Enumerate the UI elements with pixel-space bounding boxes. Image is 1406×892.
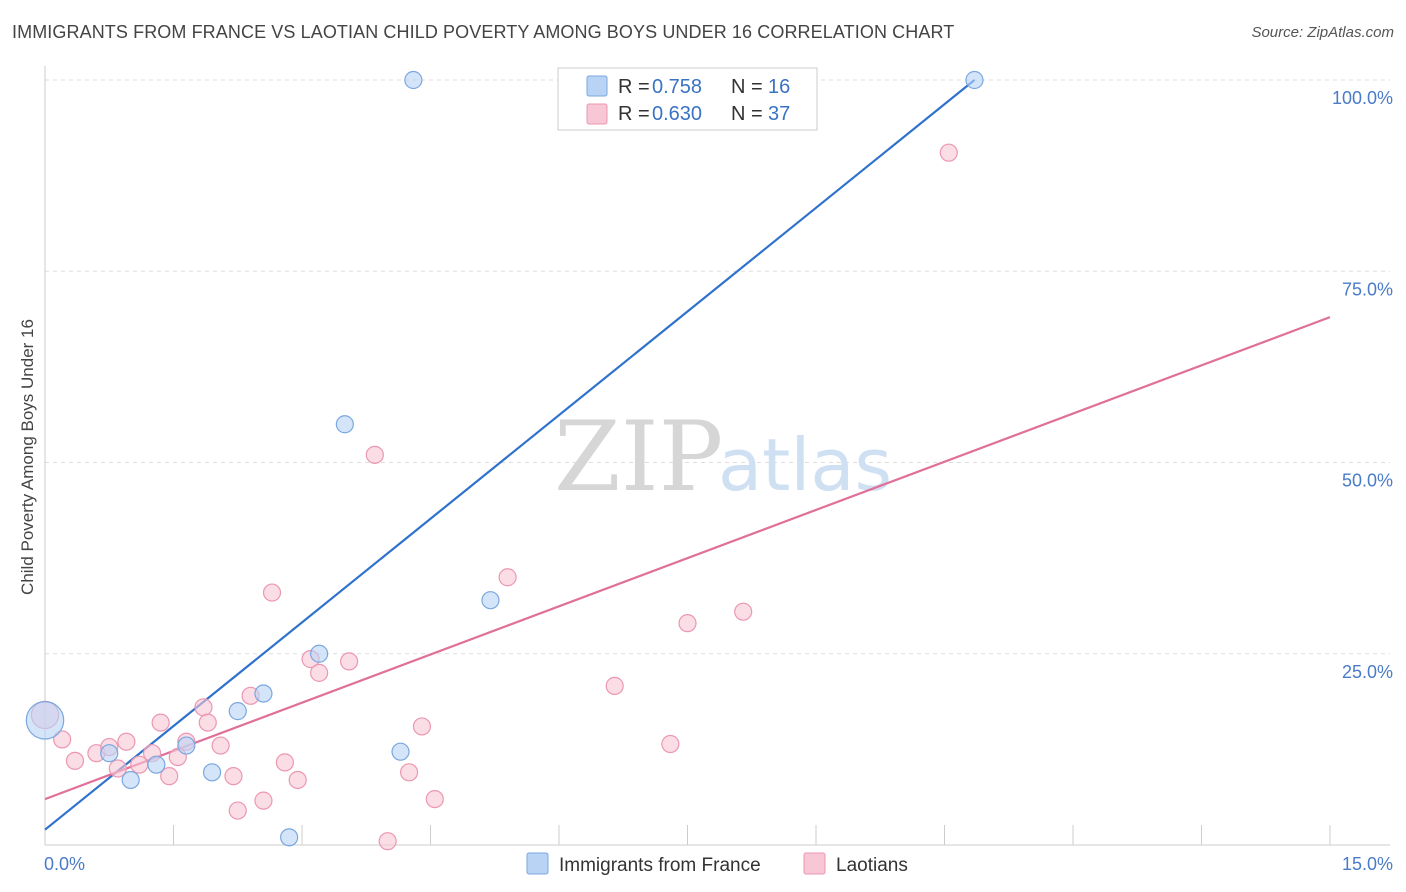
point-pink-26	[365, 445, 384, 464]
series-label-france: Immigrants from France	[559, 855, 761, 876]
point-pink-35	[734, 602, 753, 621]
point-blue-12	[404, 70, 423, 90]
legend-swatch-blue	[586, 75, 608, 97]
grid	[45, 79, 1390, 655]
point-pink-14	[198, 713, 217, 732]
point-pink-34	[678, 614, 697, 633]
point-pink-5	[108, 759, 127, 778]
y-tick-label-2: 75.0%	[1342, 279, 1393, 299]
point-pink-21	[275, 753, 294, 772]
point-blue-10	[335, 415, 354, 434]
point-blue-1	[100, 744, 119, 763]
legend-n-value-pink: 37	[768, 103, 790, 125]
point-pink-16	[224, 767, 243, 786]
point-pink-9	[151, 713, 170, 732]
point-blue-14	[965, 70, 984, 90]
x-tick-label-0: 0.0%	[44, 854, 85, 874]
point-pink-22	[288, 770, 307, 790]
point-pink-6	[117, 732, 136, 751]
y-tick-label-3: 100.0%	[1332, 88, 1393, 108]
point-blue-9	[310, 644, 329, 663]
point-pink-10	[160, 767, 179, 786]
legend-n-label-pink: N =	[731, 103, 763, 125]
legend-r-value-blue: 0.758	[652, 76, 702, 98]
trend-line-pink	[44, 316, 1331, 801]
series-swatch-laotians	[803, 852, 826, 875]
y-tick-label-0: 25.0%	[1342, 662, 1393, 682]
point-pink-1	[53, 730, 72, 749]
legend-r-label-blue: R =	[618, 76, 650, 98]
point-pink-20	[262, 583, 282, 602]
point-blue-4	[177, 736, 196, 755]
chart-title: IMMIGRANTS FROM FRANCE VS LAOTIAN CHILD …	[12, 22, 955, 42]
point-blue-8	[280, 828, 299, 847]
x-tick-label-1: 15.0%	[1342, 854, 1393, 874]
point-pink-17	[228, 801, 247, 820]
point-pink-32	[605, 676, 624, 695]
point-pink-15	[211, 736, 230, 755]
point-blue-3	[147, 755, 166, 774]
y-tick-label-1: 50.0%	[1342, 471, 1393, 491]
legend-swatch-pink	[586, 103, 608, 125]
point-pink-25	[340, 652, 359, 671]
point-pink-19	[254, 791, 273, 810]
point-pink-24	[310, 663, 329, 682]
point-blue-5	[202, 763, 222, 782]
point-blue-6	[228, 702, 247, 721]
point-blue-7	[254, 684, 273, 703]
legend-n-label-blue: N =	[731, 76, 763, 98]
point-pink-31	[498, 568, 517, 587]
data-points	[25, 70, 984, 851]
legend-r-value-pink: 0.630	[652, 103, 702, 125]
point-pink-28	[399, 763, 419, 782]
series-legend: Immigrants from France Laotians	[526, 852, 908, 876]
point-pink-27	[378, 832, 397, 851]
x-tick-labels: 0.0% 15.0%	[44, 854, 1393, 874]
axes	[44, 66, 1390, 846]
watermark: ZIP atlas	[554, 401, 892, 513]
point-pink-2	[65, 751, 85, 770]
point-blue-13	[481, 591, 500, 610]
watermark-atlas: atlas	[718, 423, 892, 507]
point-pink-29	[412, 717, 432, 736]
source-credit: Source: ZipAtlas.com	[1251, 24, 1394, 41]
watermark-zip: ZIP	[554, 401, 723, 513]
point-pink-13	[194, 698, 213, 717]
legend-r-label-pink: R =	[618, 103, 650, 125]
point-blue-0	[25, 701, 65, 740]
y-axis-label: Child Poverty Among Boys Under 16	[18, 319, 37, 595]
legend-n-value-blue: 16	[768, 76, 790, 98]
point-blue-2	[121, 770, 140, 790]
correlation-legend: R = 0.758 N = 16 R = 0.630 N = 37	[557, 67, 818, 131]
point-pink-36	[939, 143, 958, 162]
point-pink-30	[425, 789, 444, 809]
point-blue-11	[391, 742, 410, 761]
point-pink-33	[661, 734, 680, 754]
series-swatch-france	[526, 852, 549, 875]
series-label-laotians: Laotians	[836, 855, 908, 876]
y-tick-labels: 25.0% 50.0% 75.0% 100.0%	[1332, 88, 1393, 682]
